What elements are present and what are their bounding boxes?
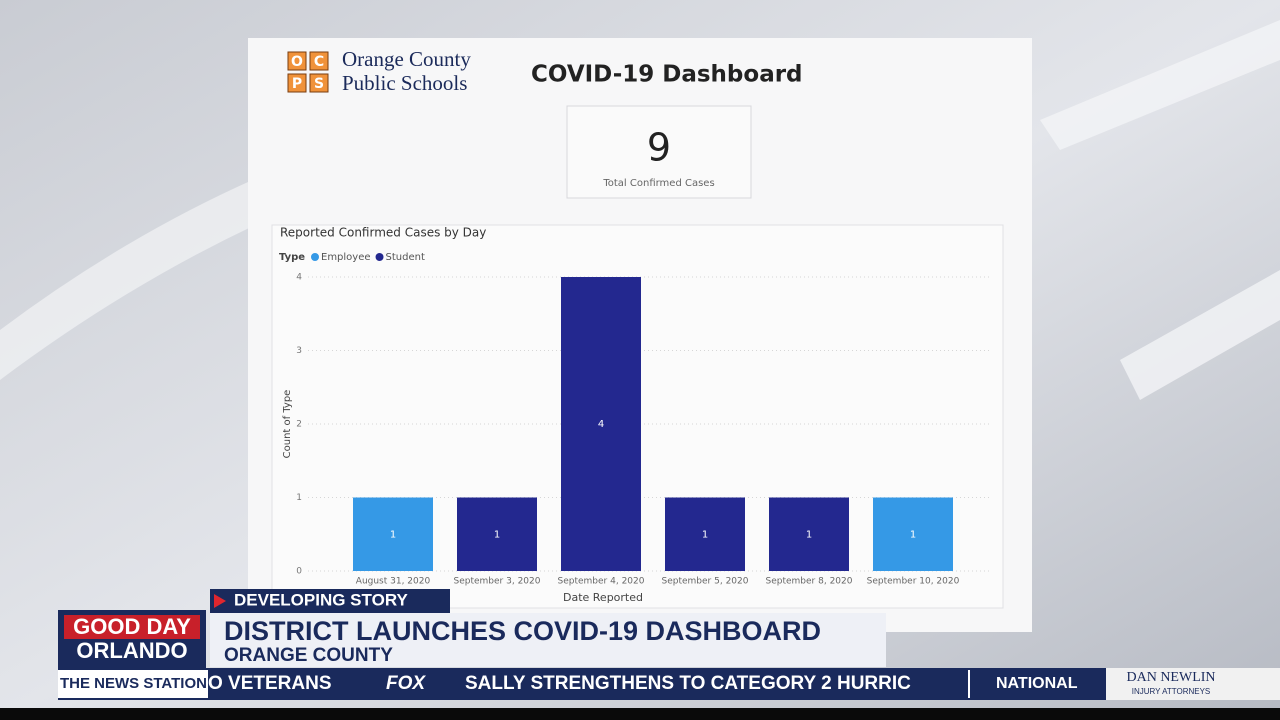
network-logo: FOX — [386, 673, 426, 694]
kpi-card — [566, 105, 752, 199]
bar — [457, 497, 537, 571]
data-label: 4 — [598, 419, 604, 430]
logo-letter: S — [314, 76, 324, 92]
legend-swatch — [375, 253, 384, 261]
x-axis-label: Date Reported — [563, 591, 643, 604]
logo-text: Public Schools — [342, 71, 467, 95]
x-tick-label: September 5, 2020 — [662, 577, 749, 587]
x-tick-label: September 8, 2020 — [766, 577, 853, 587]
sponsor: DAN NEWLIN — [1126, 670, 1215, 685]
logo: O C P S Orange County Public Schools — [287, 47, 471, 95]
lower-third: DEVELOPING STORY DISTRICT LAUNCHES COVID… — [0, 589, 1280, 720]
x-tick-label: August 31, 2020 — [356, 577, 431, 587]
logo-letter: O — [291, 54, 303, 70]
data-label: 1 — [390, 529, 396, 540]
data-label: 1 — [702, 529, 708, 540]
logo-letter: P — [292, 76, 302, 92]
chart: 0 1 2 3 4 Employee Student August 31, 2020 1 Sept… — [296, 252, 992, 587]
y-axis-label: Count of Type — [282, 390, 293, 459]
y-tick-label: 0 — [296, 567, 302, 577]
ticker: SALLY STRENGTHENS TO CATEGORY 2 HURRIC — [465, 673, 911, 694]
legend-label: Student — [386, 252, 425, 263]
backdrop-shape — [1040, 20, 1280, 400]
x-tick-label: September 3, 2020 — [454, 577, 541, 587]
sponsor: INJURY ATTORNEYS — [1132, 687, 1211, 696]
x-tick-label: September 10, 2020 — [867, 577, 960, 587]
station: THE NEWS STATION — [60, 675, 207, 692]
brand: ORLANDO — [76, 638, 187, 663]
ticker-section: NATIONAL — [996, 675, 1078, 692]
chart-title: Reported Confirmed Cases by Day — [280, 226, 486, 240]
ticker: O VETERANS — [208, 673, 332, 694]
headline: DISTRICT LAUNCHES COVID-19 DASHBOARD — [224, 616, 821, 646]
bar — [561, 277, 641, 571]
y-tick-label: 1 — [296, 493, 302, 503]
data-label: 1 — [494, 529, 500, 540]
data-label: 1 — [910, 529, 916, 540]
dashboard-title: COVID-19 Dashboard — [531, 62, 803, 88]
x-tick-label: September 4, 2020 — [558, 577, 645, 587]
subhead: ORANGE COUNTY — [224, 645, 393, 666]
legend-label: Employee — [321, 252, 371, 263]
logo-text: Orange County — [342, 47, 471, 71]
kicker: DEVELOPING STORY — [234, 590, 408, 609]
legend-swatch — [311, 253, 319, 261]
y-tick-label: 3 — [296, 346, 302, 356]
bar — [769, 497, 849, 571]
bar — [665, 497, 745, 571]
logo-letter: C — [314, 54, 324, 70]
brand: GOOD DAY — [73, 614, 191, 639]
y-tick-label: 4 — [296, 273, 302, 283]
bar — [353, 497, 433, 571]
legend-title: Type — [279, 252, 305, 263]
kpi-label: Total Confirmed Cases — [602, 178, 714, 189]
data-label: 1 — [806, 529, 812, 540]
y-tick-label: 2 — [296, 420, 302, 430]
kpi-value: 9 — [647, 126, 671, 170]
bar — [873, 497, 953, 571]
